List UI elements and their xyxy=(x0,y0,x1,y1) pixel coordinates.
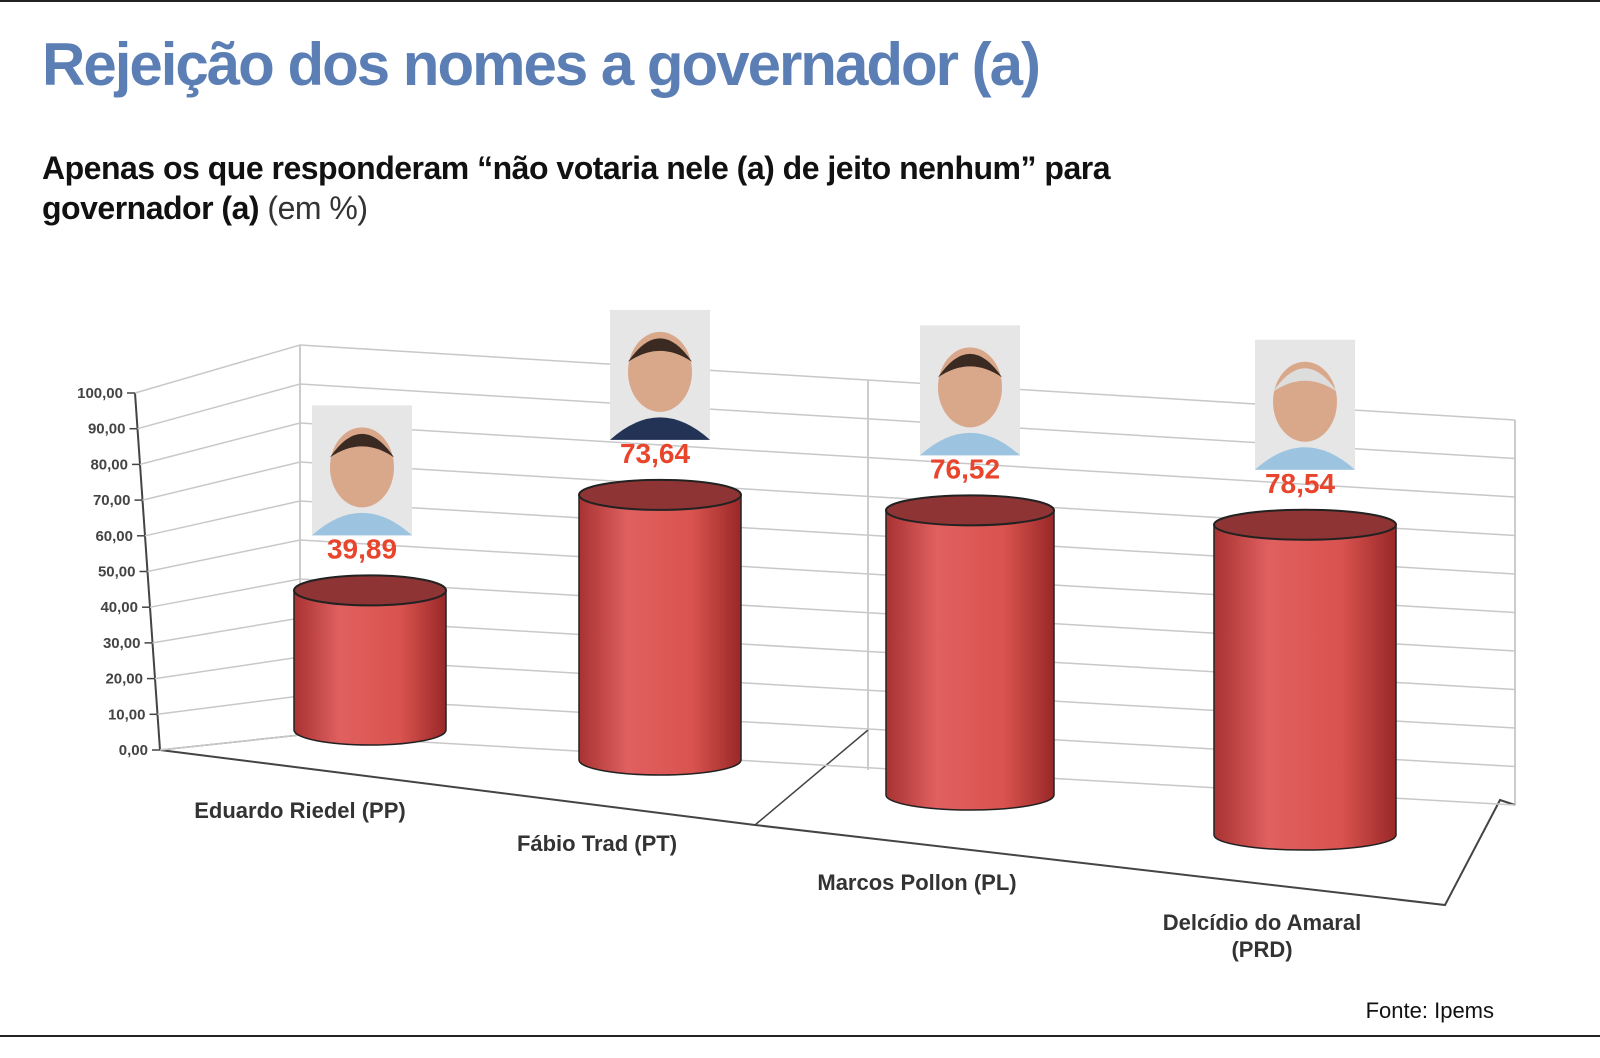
bar xyxy=(885,509,1055,811)
x-tick-label: Fábio Trad (PT) xyxy=(517,831,677,856)
grid-line xyxy=(144,500,1516,575)
y-tick-label: 40,00 xyxy=(100,599,138,616)
chart-subtitle: Apenas os que responderam “não votaria n… xyxy=(42,148,1242,228)
y-tick-label: 20,00 xyxy=(105,671,143,688)
bar xyxy=(1213,524,1397,851)
photo-shoulders xyxy=(312,512,412,536)
value-label: 39,89 xyxy=(327,533,397,564)
floor-divider xyxy=(754,729,869,826)
x-tick-label: Marcos Pollon (PL) xyxy=(817,870,1016,895)
floor-edge xyxy=(159,749,1516,907)
y-tick-label: 60,00 xyxy=(95,528,133,545)
y-tick-label: 0,00 xyxy=(119,742,148,759)
grid-line xyxy=(149,578,1516,652)
x-tick-label: Eduardo Riedel (PP) xyxy=(194,798,405,823)
chart-title: Rejeição dos nomes a governador (a) xyxy=(42,31,1041,98)
photo xyxy=(920,325,1020,456)
photo-hair xyxy=(628,338,692,362)
bar xyxy=(293,589,447,746)
value-label: 78,54 xyxy=(1265,468,1335,499)
photo xyxy=(1255,339,1355,470)
y-tick-label: 90,00 xyxy=(88,421,126,438)
subtitle-text: Apenas os que responderam “não votaria n… xyxy=(42,150,1110,226)
photo-hair xyxy=(938,353,1002,378)
y-tick-label: 70,00 xyxy=(93,492,131,509)
bar-top xyxy=(1213,508,1397,541)
photo-shoulders xyxy=(920,432,1020,456)
photo-hair xyxy=(1273,368,1337,392)
bar-top xyxy=(293,574,447,607)
y-tick-label: 10,00 xyxy=(108,706,146,723)
x-tick-label: Delcídio do Amaral (PRD) xyxy=(1163,910,1361,962)
y-tick-label: 80,00 xyxy=(90,456,128,473)
subtitle-note: (em %) xyxy=(267,190,368,226)
grid-line xyxy=(142,461,1516,537)
bar-top xyxy=(885,494,1055,527)
bottom-rule xyxy=(0,1035,1600,1037)
grid-line xyxy=(134,344,1516,421)
photo-hair xyxy=(330,433,394,458)
source: Fonte: Ipems xyxy=(1365,998,1494,1023)
y-tick-label: 50,00 xyxy=(98,564,136,581)
grid-line xyxy=(137,383,1516,460)
photo-shoulders xyxy=(610,417,710,440)
photo xyxy=(312,405,412,536)
bar-top xyxy=(578,478,742,511)
grid-line xyxy=(147,539,1516,614)
y-tick-label: 100,00 xyxy=(77,385,123,402)
grid-line xyxy=(139,422,1516,498)
top-rule xyxy=(0,0,1600,2)
photo xyxy=(610,309,710,440)
value-label: 76,52 xyxy=(930,453,1000,484)
value-label: 73,64 xyxy=(620,438,690,469)
bar xyxy=(578,494,742,776)
y-tick-label: 30,00 xyxy=(103,635,141,652)
photo-shoulders xyxy=(1255,447,1355,470)
